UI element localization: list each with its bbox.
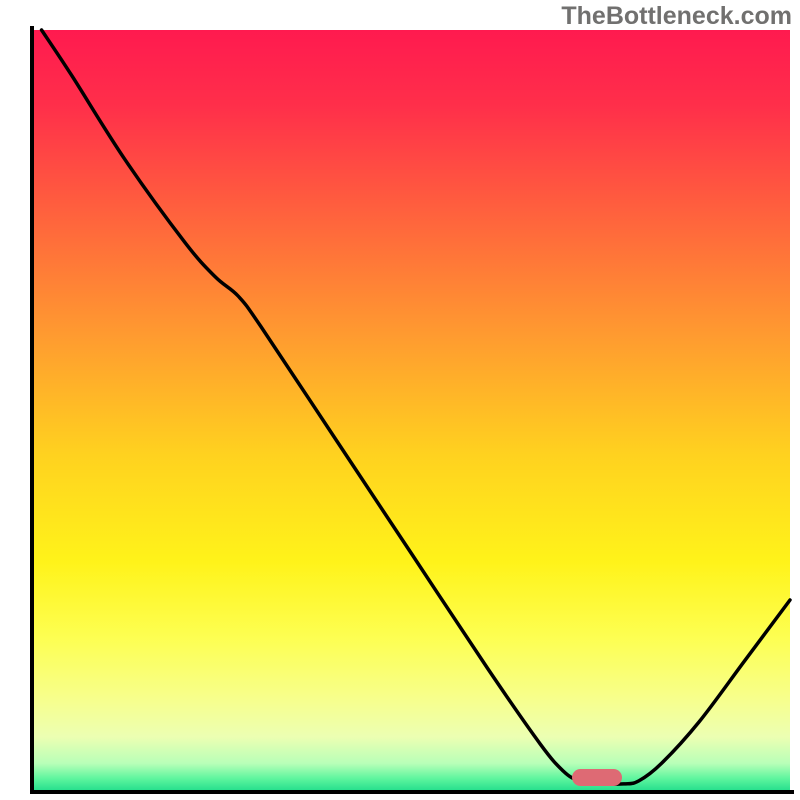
y-axis-line: [30, 26, 34, 794]
x-axis-line: [30, 790, 794, 794]
curve-layer: [34, 30, 790, 790]
bottleneck-curve: [42, 30, 790, 784]
plot-area: [34, 30, 790, 790]
optimal-marker: [572, 769, 622, 786]
bottleneck-chart: TheBottleneck.com: [0, 0, 800, 800]
watermark-text: TheBottleneck.com: [561, 2, 792, 31]
